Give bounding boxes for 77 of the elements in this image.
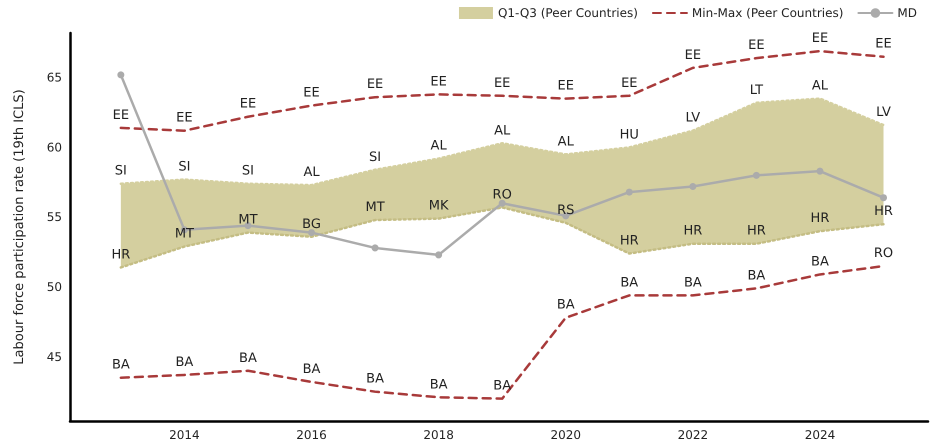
x-tick-label: 2016 [296,428,327,441]
point [626,188,633,196]
data-label: HR [746,224,766,239]
point [689,183,696,190]
data-label: AL [303,165,320,180]
legend-label: Min-Max (Peer Countries) [692,6,844,20]
data-label: MT [174,226,194,242]
y-axis-title: Labour force participation rate (19th ICLS) [12,89,27,365]
data-label: EE [875,36,892,52]
data-label: BA [430,377,448,392]
y-tick-label: 50 [46,280,62,294]
data-label: BA [811,254,829,270]
data-label: LV [685,110,700,126]
data-label: SI [242,164,254,179]
data-label: RO [492,187,512,202]
data-label: BA [112,358,130,373]
data-label: BA [366,372,384,387]
data-label: AL [494,123,511,138]
point [752,172,760,179]
data-label: EE [240,96,256,112]
data-label: BA [175,354,194,370]
data-label: LV [876,105,891,120]
y-tick-label: 65 [46,70,62,85]
data-label: EE [812,31,828,46]
legend-label: Q1-Q3 (Peer Countries) [498,6,638,20]
data-label: EE [621,76,638,91]
data-label: HU [620,127,639,142]
data-label: EE [494,76,510,91]
data-label: BA [556,298,575,313]
data-label: RS [557,202,574,218]
point [435,251,442,258]
data-label: MT [365,200,385,216]
data-label: HR [620,234,639,249]
x-tick-label: 2024 [804,428,836,441]
point [372,244,379,252]
data-label: SI [178,160,190,175]
data-label: EE [558,78,574,94]
data-label: HR [111,247,130,262]
point [880,194,888,202]
data-label: AL [430,138,448,154]
x-tick-label: 2018 [423,428,454,441]
y-tick-label: 45 [46,350,62,364]
legend-label: MD [897,6,917,20]
x-tick-label: 2014 [169,428,200,441]
data-label: MK [428,198,449,214]
data-label: EE [176,110,193,126]
data-label: BA [493,378,512,394]
data-label: EE [366,77,384,92]
y-tick-label: 60 [46,140,62,154]
data-label: HR [810,211,830,226]
x-tick-label: 2020 [550,428,582,441]
data-label: EE [112,108,130,123]
data-label: LT [750,82,764,98]
data-label: AL [812,78,829,94]
data-label: SI [114,164,127,179]
y-tick-label: 55 [46,210,62,224]
point [816,168,824,175]
data-label: BA [684,275,702,290]
data-label: RO [874,246,894,262]
data-label: SI [369,150,382,165]
data-label: HR [874,204,893,220]
data-label: BG [302,216,321,232]
data-label: EE [684,48,702,63]
point [308,229,316,236]
data-label: EE [430,74,447,90]
data-label: BA [239,350,257,366]
data-label: EE [303,86,320,101]
data-label: EE [748,38,765,54]
data-label: HR [683,224,702,239]
point [117,71,124,78]
point [498,200,506,207]
data-label: MT [238,212,258,228]
data-label: BA [747,268,766,284]
data-label: AL [558,134,575,150]
data-label: BA [302,362,321,377]
data-label: BA [620,275,638,290]
x-tick-label: 2022 [678,428,708,441]
